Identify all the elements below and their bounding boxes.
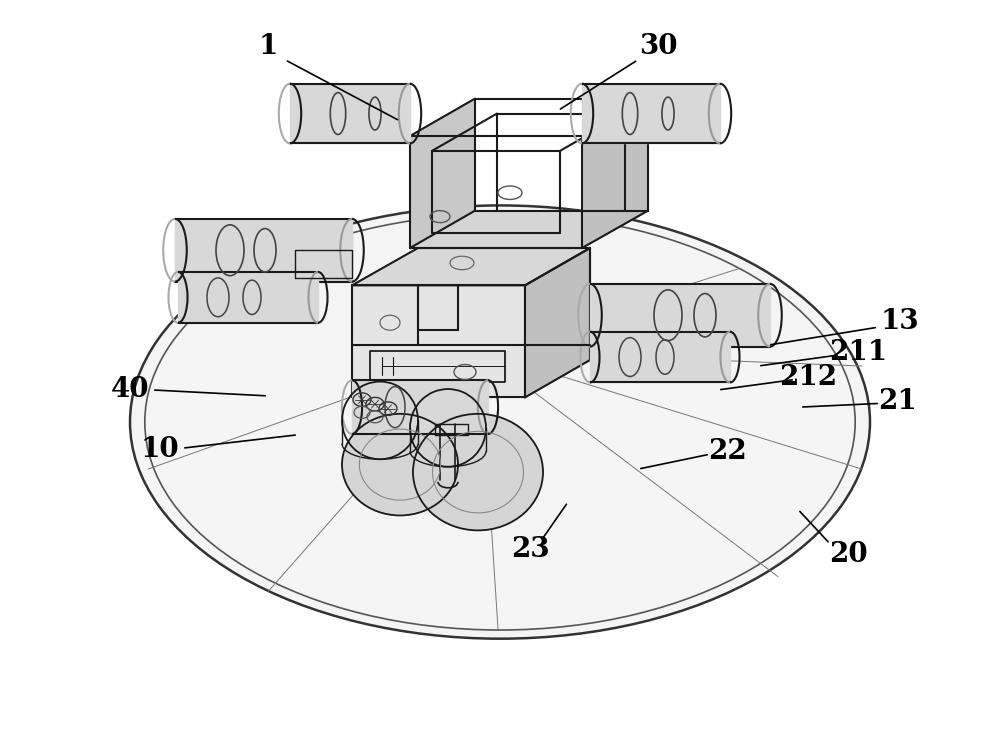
Polygon shape — [582, 99, 648, 248]
Polygon shape — [525, 248, 590, 397]
Text: 13: 13 — [881, 308, 919, 335]
Text: 211: 211 — [829, 339, 887, 366]
Polygon shape — [582, 84, 720, 143]
Polygon shape — [290, 84, 410, 143]
Polygon shape — [352, 248, 590, 285]
Polygon shape — [410, 99, 475, 248]
Polygon shape — [590, 284, 770, 347]
Text: 22: 22 — [709, 438, 747, 465]
Text: 21: 21 — [879, 388, 917, 415]
Polygon shape — [590, 332, 730, 382]
Text: 20: 20 — [829, 541, 867, 568]
Text: 40: 40 — [111, 376, 149, 403]
Polygon shape — [175, 232, 352, 270]
Polygon shape — [352, 380, 488, 434]
Polygon shape — [410, 211, 648, 248]
Text: 23: 23 — [511, 536, 549, 562]
Text: 10: 10 — [141, 436, 179, 463]
Polygon shape — [342, 414, 458, 515]
Text: 1: 1 — [258, 33, 278, 60]
Polygon shape — [352, 285, 525, 397]
Polygon shape — [130, 205, 870, 639]
Text: 30: 30 — [639, 33, 677, 60]
Polygon shape — [413, 414, 543, 530]
Text: 212: 212 — [779, 364, 837, 391]
Polygon shape — [178, 272, 318, 323]
Polygon shape — [175, 219, 352, 282]
